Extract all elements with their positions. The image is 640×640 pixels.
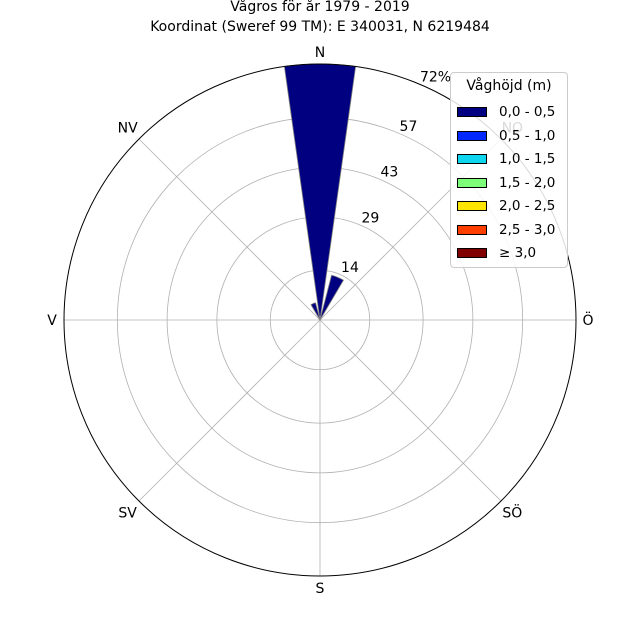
grid-spoke <box>319 319 502 502</box>
chart-title: Vågros för år 1979 - 2019 <box>230 0 410 15</box>
legend-swatch <box>457 107 487 117</box>
direction-label-sö: SÖ <box>502 503 522 521</box>
radial-tick-label: 57 <box>400 119 418 135</box>
legend-item: 2,5 - 3,0 <box>457 221 565 239</box>
legend: Våghöjd (m) 0,0 - 0,5 0,5 - 1,0 1,0 - 1,5 1… <box>450 72 568 268</box>
direction-label-v: V <box>47 313 57 329</box>
legend-swatch <box>457 201 487 211</box>
radial-tick-label: 14 <box>341 260 359 276</box>
grid-spoke <box>138 138 321 321</box>
legend-item: 2,0 - 2,5 <box>457 197 565 215</box>
legend-item: ≥ 3,0 <box>457 244 565 262</box>
legend-swatch <box>457 154 487 164</box>
legend-item: 1,0 - 1,5 <box>457 150 565 168</box>
legend-label: 2,5 - 3,0 <box>499 221 556 238</box>
direction-label-nv: NV <box>118 121 138 137</box>
grid-spoke <box>138 319 321 502</box>
legend-item: 0,5 - 1,0 <box>457 127 565 145</box>
legend-swatch <box>457 130 487 141</box>
legend-label: ≥ 3,0 <box>499 245 537 261</box>
radial-tick-label: 72% <box>420 69 451 85</box>
rose-sector-nnv <box>310 302 321 321</box>
legend-item: 1,5 - 2,0 <box>457 174 565 192</box>
direction-label-n: N <box>315 45 325 61</box>
direction-label-sv: SV <box>118 505 137 521</box>
legend-swatch <box>457 177 487 188</box>
legend-label: 0,5 - 1,0 <box>499 127 556 144</box>
legend-item: 0,0 - 0,5 <box>457 103 565 121</box>
rose-sector-n <box>283 63 357 321</box>
legend-swatch <box>457 224 487 235</box>
radial-tick-label: 43 <box>381 165 399 181</box>
chart-subtitle: Koordinat (Sweref 99 TM): E 340031, N 62… <box>150 19 490 35</box>
outer-ring <box>63 63 577 577</box>
legend-title: Våghöjd (m) <box>466 78 552 94</box>
direction-label-ö: Ö <box>582 311 593 329</box>
legend-label: 2,0 - 2,5 <box>499 198 556 214</box>
rose-sector-nno <box>319 274 345 321</box>
legend-label: 0,0 - 0,5 <box>499 104 556 120</box>
legend-label: 1,0 - 1,5 <box>499 151 556 167</box>
legend-label: 1,5 - 2,0 <box>499 174 556 191</box>
radial-tick-label: 29 <box>361 211 379 227</box>
direction-label-s: S <box>316 581 325 597</box>
legend-swatch <box>457 248 487 258</box>
